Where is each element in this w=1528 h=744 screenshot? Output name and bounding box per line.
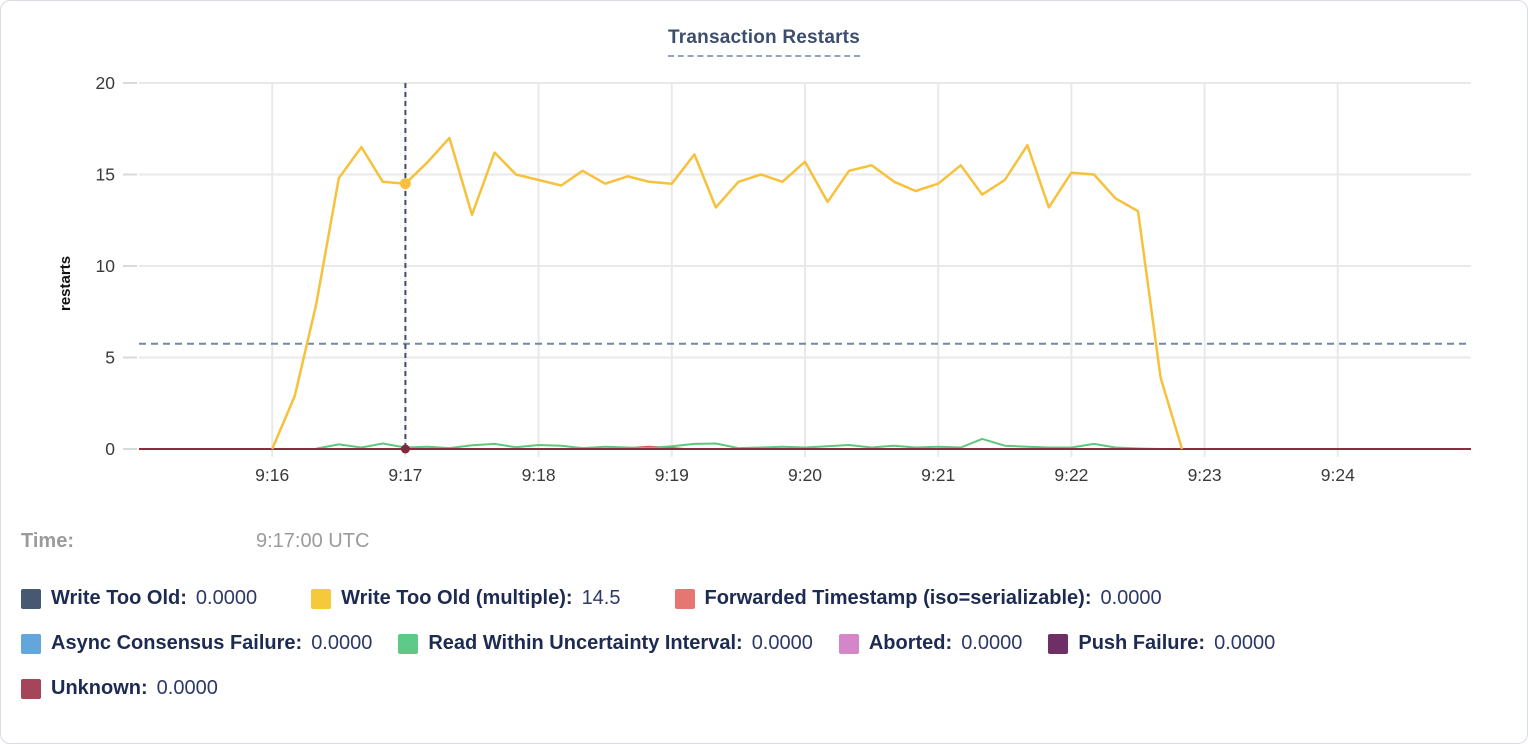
x-tick-label: 9:24	[1321, 465, 1355, 485]
legend-value: 14.5	[581, 587, 621, 609]
legend-value: 0.0000	[1214, 632, 1276, 654]
legend-item-aborted: Aborted: 0.0000	[838, 632, 1023, 655]
legend-value: 0.0000	[961, 632, 1023, 654]
chart-canvas[interactable]: 9:16 9:17 9:18 9:19 9:20 9:21 9:22 9:23 9:24 0 5 10…	[1, 1, 1527, 501]
y-tick-label: 10	[96, 256, 116, 276]
legend-item-write-too-old-multiple: Write Too Old (multiple): 14.5	[311, 587, 621, 610]
y-tick-label: 0	[105, 439, 115, 459]
x-tick-label: 9:18	[522, 465, 556, 485]
legend-item-async-consensus-failure: Async Consensus Failure: 0.0000	[21, 632, 372, 655]
chart-title[interactable]: Transaction Restarts	[668, 27, 860, 57]
legend-item-unknown: Unknown: 0.0000	[21, 677, 218, 700]
legend-swatch	[21, 588, 41, 609]
legend-label: Async Consensus Failure:	[51, 632, 303, 654]
legend-item-forwarded-timestamp: Forwarded Timestamp (iso=serializable): …	[674, 587, 1162, 610]
legend-value: 0.0000	[195, 587, 258, 609]
legend-swatch	[398, 633, 419, 654]
x-tick-label: 9:23	[1188, 465, 1222, 485]
hover-marker	[400, 444, 410, 454]
hover-marker	[399, 178, 411, 190]
legend-value: 0.0000	[156, 677, 218, 699]
legend-value: 0.0000	[1100, 587, 1162, 609]
y-tick-label: 20	[96, 73, 116, 93]
series-line	[316, 437, 1161, 450]
legend-label: Write Too Old:	[51, 587, 187, 609]
legend-label: Forwarded Timestamp (iso=serializable):	[704, 587, 1092, 609]
legend-row: Unknown: 0.0000	[21, 677, 218, 700]
legend-swatch	[838, 633, 859, 654]
legend-swatch	[21, 633, 41, 654]
legend-swatch	[21, 678, 41, 699]
legend-label: Read Within Uncertainty Interval:	[428, 632, 743, 654]
legend-label: Aborted:	[868, 632, 953, 654]
hover-time-label: Time:	[21, 530, 74, 552]
legend-swatch	[674, 588, 695, 609]
legend-value: 0.0000	[751, 632, 813, 654]
legend-label: Push Failure:	[1078, 632, 1206, 654]
chart-title-wrap: Transaction Restarts	[1, 27, 1527, 57]
x-tick-label: 9:17	[388, 465, 422, 485]
hover-time-row: Time: 9:17:00 UTC	[21, 530, 369, 553]
x-tick-label: 9:21	[921, 465, 955, 485]
legend-swatch	[1048, 633, 1069, 654]
x-tick-label: 9:22	[1054, 465, 1088, 485]
legend-value: 0.0000	[311, 632, 373, 654]
legend-item-write-too-old: Write Too Old: 0.0000	[21, 587, 257, 610]
legend-label: Write Too Old (multiple):	[341, 587, 573, 609]
legend-label: Unknown:	[51, 677, 148, 699]
x-tick-label: 9:20	[788, 465, 822, 485]
legend-row: Write Too Old: 0.0000 Write Too Old (mul…	[21, 587, 1162, 610]
legend-item-read-within-uncertainty: Read Within Uncertainty Interval: 0.0000	[398, 632, 813, 655]
hover-time-value: 9:17:00 UTC	[256, 530, 370, 552]
legend-swatch	[311, 588, 332, 609]
legend-row: Async Consensus Failure: 0.0000 Read Wit…	[21, 632, 1275, 655]
y-tick-label: 5	[105, 348, 115, 368]
y-axis-label: restarts	[57, 255, 74, 311]
x-tick-label: 9:16	[255, 465, 289, 485]
series-line	[271, 136, 1184, 450]
x-tick-label: 9:19	[655, 465, 689, 485]
legend-item-push-failure: Push Failure: 0.0000	[1048, 632, 1275, 655]
y-tick-label: 15	[96, 165, 115, 185]
